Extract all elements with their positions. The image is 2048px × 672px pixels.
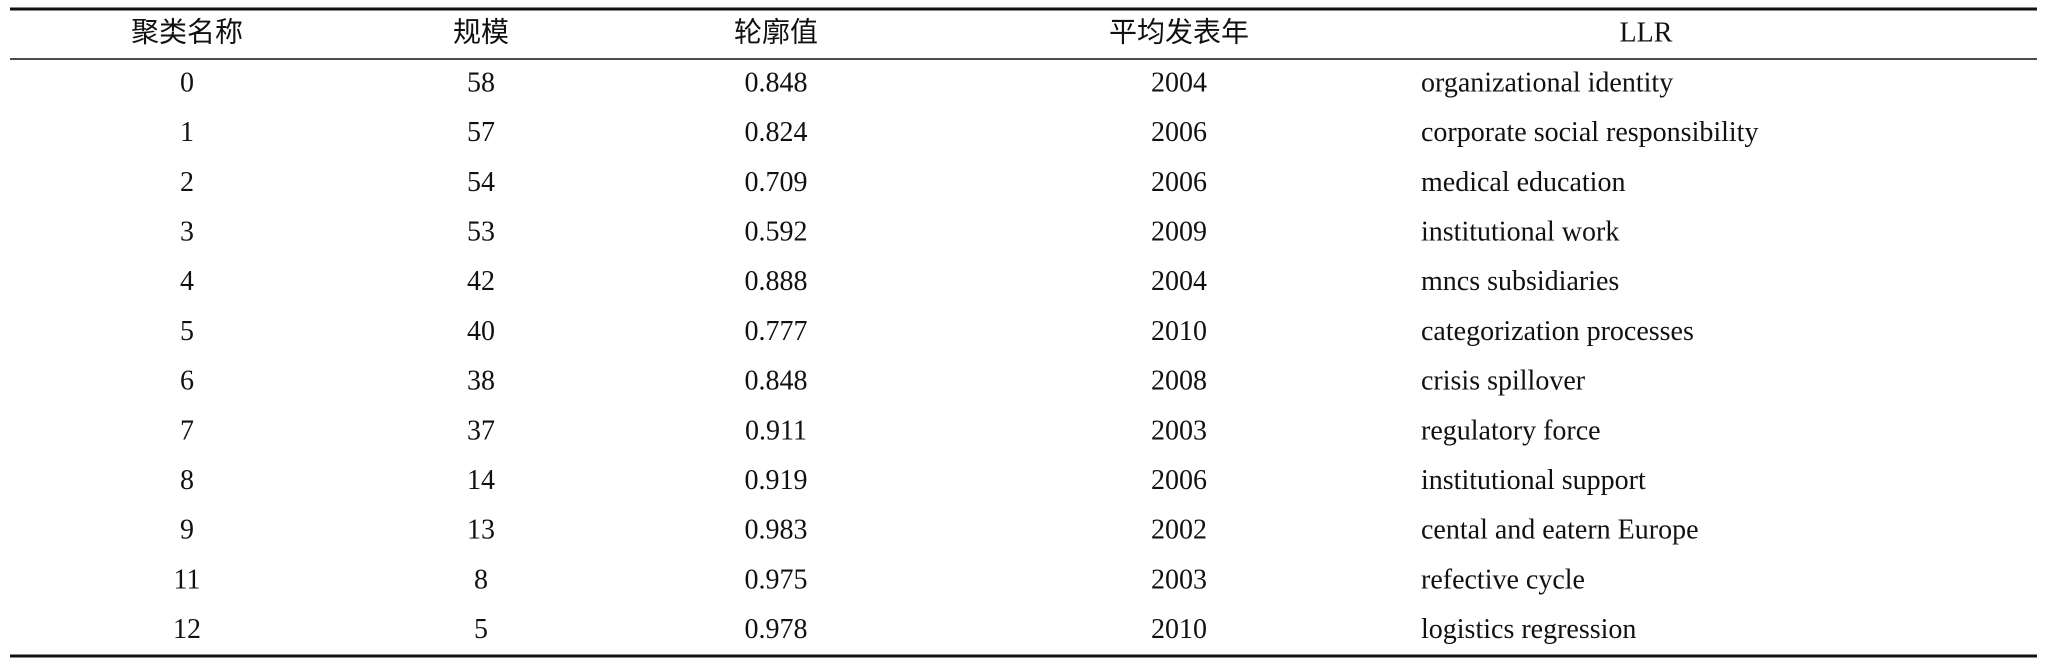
table-cell: 6 [180,366,194,397]
llr-cell: institutional support [1421,465,1646,496]
table-cell: 0.978 [745,614,808,645]
table-cell: 40 [467,316,495,347]
table-cell: 37 [467,415,495,446]
table-cell: 2003 [1151,415,1207,446]
table-cell: 53 [467,217,495,248]
header-cell: LLR [1620,17,1673,48]
table-cell: 0.888 [745,266,808,297]
table-cell: 13 [467,515,495,546]
table-cell: 14 [467,465,495,496]
table-cell: 2004 [1151,67,1207,98]
table-cell: 0.911 [745,415,807,446]
table-cell: 1 [180,117,194,148]
llr-cell: mncs subsidiaries [1421,266,1619,297]
table-cell: 8 [180,465,194,496]
table-cell: 4 [180,266,194,297]
llr-cell: cental and eatern Europe [1421,515,1699,546]
table-cell: 2002 [1151,515,1207,546]
llr-cell: regulatory force [1421,415,1601,446]
table-cell: 12 [173,614,201,645]
llr-cell: corporate social responsibility [1421,117,1758,148]
table-cell: 0.983 [745,515,808,546]
table-cell: 0.848 [745,366,808,397]
table-cell: 38 [467,366,495,397]
table-cell: 0.919 [745,465,808,496]
table-cell: 0.592 [745,217,808,248]
table-cell: 54 [467,167,495,198]
header-cell: 聚类名称 [131,16,243,48]
header-cell: 轮廓值 [734,16,818,48]
llr-cell: logistics regression [1421,614,1636,645]
table-cell: 11 [174,564,201,595]
table-cell: 2006 [1151,117,1207,148]
llr-cell: institutional work [1421,217,1619,248]
table-cell: 58 [467,67,495,98]
table-cell: 57 [467,117,495,148]
table-cell: 2006 [1151,465,1207,496]
table-cell: 2010 [1151,614,1207,645]
table-cell: 2003 [1151,564,1207,595]
table-cell: 2004 [1151,266,1207,297]
table-cell: 2 [180,167,194,198]
header-cell: 规模 [453,16,509,48]
table-cell: 2008 [1151,366,1207,397]
table-cell: 2006 [1151,167,1207,198]
llr-cell: categorization processes [1421,316,1694,347]
llr-cell: crisis spillover [1421,366,1586,397]
table-cell: 2010 [1151,316,1207,347]
llr-cell: organizational identity [1421,67,1673,98]
table-cell: 5 [474,614,488,645]
llr-cell: refective cycle [1421,564,1585,595]
table-cell: 5 [180,316,194,347]
table-cell: 0.777 [745,316,808,347]
table-cell: 7 [180,415,194,446]
llr-cell: medical education [1421,167,1625,198]
table-cell: 0.709 [745,167,808,198]
table-cell: 42 [467,266,495,297]
table-cell: 0.975 [745,564,808,595]
table-cell: 0.848 [745,67,808,98]
table-cell: 9 [180,515,194,546]
table-cell: 3 [180,217,194,248]
table-cell: 0.824 [745,117,808,148]
table-cell: 0 [180,67,194,98]
table-cell: 8 [474,564,488,595]
table-cell: 2009 [1151,217,1207,248]
header-cell: 平均发表年 [1109,16,1249,48]
